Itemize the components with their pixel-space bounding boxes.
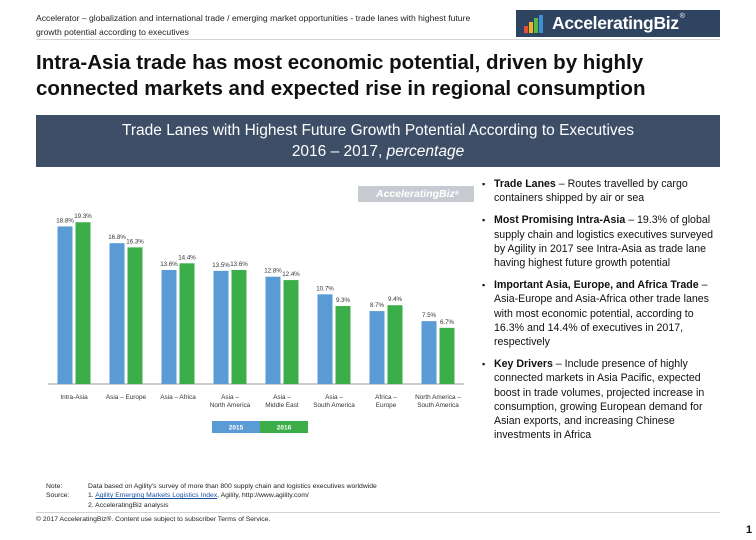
bullet-intra-asia: Most Promising Intra-Asia – 19.3% of glo… <box>480 213 720 270</box>
chart-title: Trade Lanes with Highest Future Growth P… <box>121 122 635 139</box>
bar-2016-7 <box>439 327 455 384</box>
key-points-list: Trade Lanes – Routes travelled by cargo … <box>480 177 720 450</box>
x-tick-label: Intra-Asia <box>60 394 88 401</box>
source-1-suffix: , Agility, http://www.agility.com/ <box>217 492 309 500</box>
chart-subtitle-unit: percentage <box>386 143 465 160</box>
x-tick-label: Asia – Europe <box>106 394 147 401</box>
bar-2016-3 <box>231 270 247 384</box>
source-1-prefix: 1. <box>88 492 96 500</box>
source-1: 1. Agility Emerging Markets Logistics In… <box>88 491 309 500</box>
note-text: Data based on Agility's survey of more t… <box>88 483 377 490</box>
bullet-term: Most Promising Intra-Asia <box>494 214 626 227</box>
breadcrumb: Accelerator – globalization and internat… <box>36 13 471 37</box>
bar-2015-5 <box>317 294 333 384</box>
bar-2015-4 <box>265 276 281 384</box>
legend-label: 2016 <box>277 425 292 432</box>
bullet-trade-lanes: Trade Lanes – Routes travelled by cargo … <box>480 177 720 205</box>
source-row: Source: 1. Agility Emerging Markets Logi… <box>46 491 377 500</box>
bar-value-label: 8.7% <box>370 302 385 309</box>
bar-value-label: 9.4% <box>388 296 403 303</box>
source-2: 2. AcceleratingBiz analysis <box>88 501 169 509</box>
chart-subtitle-years: 2016 – 2017, <box>291 143 387 160</box>
source-row-2: 2. AcceleratingBiz analysis <box>46 501 377 510</box>
watermark: AcceleratingBiz® <box>358 186 474 202</box>
page-number: 1 <box>746 524 753 536</box>
bar-chart: 18.8% 19.3% Intra-Asia 16.8% 16.3% Asia – Eur… <box>40 178 470 438</box>
bar-2015-3 <box>213 270 229 384</box>
bar-2015-6 <box>369 311 385 384</box>
chart-title-banner: Trade Lanes with Highest Future Growth P… <box>36 115 720 167</box>
bar-value-label: 10.7% <box>316 285 334 292</box>
watermark-registered-mark: ® <box>454 191 460 197</box>
x-tick-label: Asia – <box>325 394 343 401</box>
x-tick-label: North America – <box>415 394 461 401</box>
bar-2016-0 <box>75 222 91 384</box>
bar-value-label: 13.5% <box>212 262 230 269</box>
footer-divider <box>36 512 720 513</box>
bar-value-label: 13.6% <box>160 261 178 268</box>
bullet-text: – Asia-Europe and Asia-Africa other trad… <box>494 279 709 349</box>
bar-2016-1 <box>127 247 143 384</box>
x-tick-label: Asia – <box>221 394 239 401</box>
x-tick-label: Asia – <box>273 394 291 401</box>
bullet-text: – Routes travelled by cargo containers s… <box>494 178 688 205</box>
bar-value-label: 9.3% <box>336 297 351 304</box>
x-tick-label: Africa – <box>375 394 397 401</box>
x-tick-label: North America <box>210 402 251 409</box>
bar-2015-1 <box>109 243 125 384</box>
logo-text: AcceleratingBiz <box>552 13 679 33</box>
bar-2016-4 <box>283 280 299 384</box>
legend-swatch-2016 <box>260 421 308 433</box>
note-label: Note: <box>46 483 63 490</box>
bullet-term: Trade Lanes <box>494 178 556 190</box>
watermark-text: AcceleratingBiz <box>376 188 455 200</box>
legend-swatch-2015 <box>212 421 260 433</box>
bullet-text: – 19.3% of global supply chain and logis… <box>494 214 714 270</box>
legend-label: 2015 <box>229 425 244 432</box>
bar-2016-2 <box>179 263 195 384</box>
bar-value-label: 18.8% <box>56 217 74 224</box>
bar-2016-6 <box>387 305 403 384</box>
x-tick-label: South America <box>313 402 355 409</box>
bar-value-label: 13.6% <box>230 261 248 268</box>
bullet-text: – Include presence of highly connected m… <box>494 358 705 442</box>
logo-registered-mark: ® <box>679 13 685 20</box>
bar-value-label: 19.3% <box>74 213 92 220</box>
notes-and-sources: Note: Data based on Agility's survey of … <box>46 482 377 510</box>
source-label: Source: <box>46 492 70 500</box>
bar-2015-2 <box>161 270 177 384</box>
bar-value-label: 12.4% <box>282 271 300 278</box>
bar-2016-5 <box>335 306 351 384</box>
growth-bars-icon <box>524 14 546 33</box>
bar-value-label: 12.8% <box>264 268 282 275</box>
source-1-link[interactable]: Agility Emerging Markets Logistics Index <box>95 492 218 500</box>
x-tick-label: South America <box>417 402 459 409</box>
bar-value-label: 16.3% <box>126 238 144 245</box>
bullet-key-drivers: Key Drivers – Include presence of highly… <box>480 357 720 442</box>
bullet-asia-europe-africa: Important Asia, Europe, and Africa Trade… <box>480 278 720 349</box>
x-tick-label: Asia – Africa <box>160 394 196 401</box>
bar-2015-0 <box>57 226 73 384</box>
bar-value-label: 16.8% <box>108 234 126 241</box>
bar-value-label: 7.5% <box>422 312 437 319</box>
x-tick-label: Europe <box>376 402 397 409</box>
x-tick-label: Middle East <box>265 402 299 409</box>
note-row: Note: Data based on Agility's survey of … <box>46 482 377 491</box>
header-divider <box>36 39 720 40</box>
bar-2015-7 <box>421 321 437 384</box>
bar-chart-svg: 18.8%19.3% Intra-Asia 16.8%16.3% Asia – Eur… <box>48 213 464 433</box>
chart-subtitle: 2016 – 2017, percentage <box>36 141 720 162</box>
bar-value-label: 6.7% <box>440 319 455 326</box>
bar-value-label: 14.4% <box>178 254 196 261</box>
bullet-term: Key Drivers <box>494 358 553 371</box>
brand-logo[interactable]: AcceleratingBiz ® <box>516 10 720 37</box>
page-title: Intra-Asia trade has most economic poten… <box>36 51 646 100</box>
copyright-notice: © 2017 AcceleratingBiz®. Content use sub… <box>36 516 271 523</box>
bullet-term: Important Asia, Europe, and Africa Trade <box>494 279 699 292</box>
